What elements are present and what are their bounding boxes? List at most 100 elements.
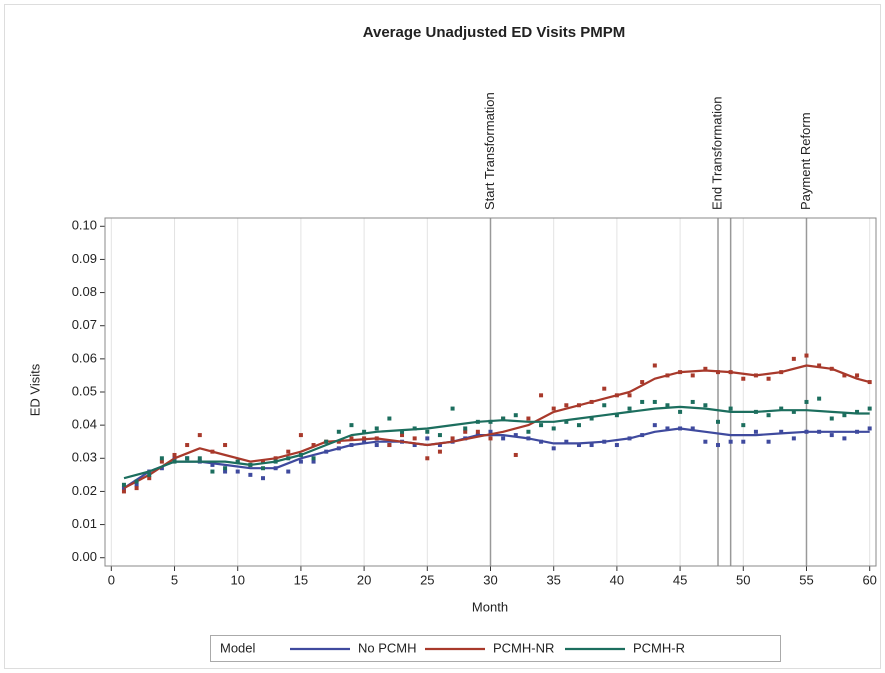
y-axis-label: ED Visits bbox=[27, 363, 42, 416]
point bbox=[539, 393, 544, 398]
x-tick-label: 20 bbox=[357, 572, 371, 587]
point bbox=[791, 409, 796, 414]
point bbox=[640, 380, 645, 385]
x-tick-label: 60 bbox=[862, 572, 876, 587]
point bbox=[185, 456, 190, 461]
point bbox=[842, 373, 847, 378]
point bbox=[627, 393, 632, 398]
point bbox=[147, 476, 152, 481]
x-tick-label: 30 bbox=[483, 572, 497, 587]
x-tick-label: 15 bbox=[294, 572, 308, 587]
point bbox=[311, 456, 316, 461]
point bbox=[374, 443, 379, 448]
point bbox=[576, 423, 581, 428]
point bbox=[589, 416, 594, 421]
point bbox=[425, 456, 430, 461]
point bbox=[450, 406, 455, 411]
chart-title: Average Unadjusted ED Visits PMPM bbox=[363, 24, 626, 41]
point bbox=[829, 416, 834, 421]
point bbox=[437, 449, 442, 454]
point bbox=[197, 456, 202, 461]
point bbox=[640, 399, 645, 404]
point bbox=[589, 443, 594, 448]
point bbox=[576, 443, 581, 448]
point bbox=[223, 466, 228, 471]
point bbox=[842, 413, 847, 418]
fit-line bbox=[123, 405, 870, 480]
x-tick-label: 35 bbox=[546, 572, 560, 587]
point bbox=[652, 399, 657, 404]
point bbox=[842, 436, 847, 441]
y-tick-label: 0.04 bbox=[72, 417, 97, 432]
point bbox=[488, 436, 493, 441]
point bbox=[867, 426, 872, 431]
point bbox=[210, 462, 215, 467]
point bbox=[311, 443, 316, 448]
point bbox=[362, 429, 367, 434]
point bbox=[463, 426, 468, 431]
point bbox=[374, 426, 379, 431]
point bbox=[159, 456, 164, 461]
reference-label: Payment Reform bbox=[798, 112, 813, 210]
point bbox=[260, 476, 265, 481]
point bbox=[690, 426, 695, 431]
x-axis-label: Month bbox=[472, 599, 508, 614]
point bbox=[526, 416, 531, 421]
fit-line bbox=[123, 427, 870, 490]
point bbox=[412, 443, 417, 448]
x-tick-label: 45 bbox=[673, 572, 687, 587]
point bbox=[223, 469, 228, 474]
point bbox=[766, 413, 771, 418]
point bbox=[652, 423, 657, 428]
point bbox=[665, 403, 670, 408]
y-tick-label: 0.08 bbox=[72, 284, 97, 299]
point bbox=[829, 433, 834, 438]
point bbox=[197, 433, 202, 438]
x-tick-label: 55 bbox=[799, 572, 813, 587]
point bbox=[400, 433, 405, 438]
point bbox=[159, 466, 164, 471]
point bbox=[741, 376, 746, 381]
point bbox=[817, 396, 822, 401]
y-tick-label: 0.00 bbox=[72, 549, 97, 564]
point bbox=[147, 472, 152, 477]
point bbox=[614, 443, 619, 448]
point bbox=[349, 423, 354, 428]
point bbox=[185, 443, 190, 448]
legend-title: Model bbox=[220, 640, 256, 655]
point bbox=[753, 429, 758, 434]
point bbox=[791, 436, 796, 441]
point bbox=[614, 413, 619, 418]
point bbox=[564, 403, 569, 408]
point bbox=[437, 433, 442, 438]
point bbox=[134, 479, 139, 484]
legend-label: No PCMH bbox=[358, 640, 417, 655]
point bbox=[501, 436, 506, 441]
point bbox=[728, 439, 733, 444]
y-tick-label: 0.09 bbox=[72, 251, 97, 266]
point bbox=[690, 373, 695, 378]
x-tick-label: 0 bbox=[108, 572, 115, 587]
point bbox=[286, 449, 291, 454]
point bbox=[602, 403, 607, 408]
point bbox=[867, 406, 872, 411]
point bbox=[665, 426, 670, 431]
point bbox=[223, 443, 228, 448]
point bbox=[564, 439, 569, 444]
point bbox=[210, 469, 215, 474]
point bbox=[235, 469, 240, 474]
point bbox=[716, 419, 721, 424]
point bbox=[741, 439, 746, 444]
point bbox=[703, 439, 708, 444]
point bbox=[425, 429, 430, 434]
point bbox=[703, 403, 708, 408]
point bbox=[387, 416, 392, 421]
point bbox=[804, 399, 809, 404]
point bbox=[678, 409, 683, 414]
point bbox=[400, 429, 405, 434]
y-tick-label: 0.03 bbox=[72, 450, 97, 465]
point bbox=[475, 429, 480, 434]
reference-label: Start Transformation bbox=[482, 92, 497, 210]
point bbox=[741, 423, 746, 428]
